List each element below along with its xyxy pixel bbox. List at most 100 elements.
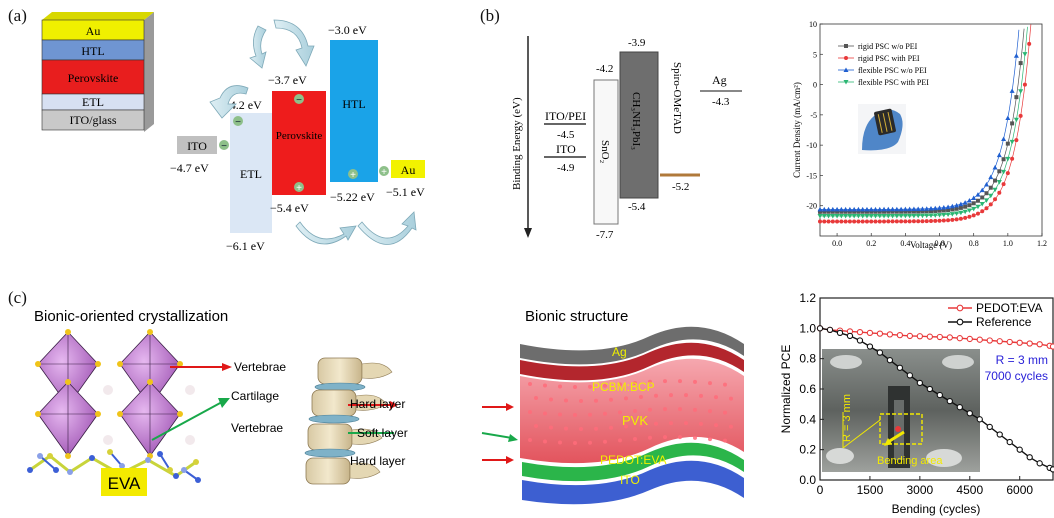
data-point bbox=[869, 209, 874, 214]
data-point bbox=[941, 205, 947, 210]
data-point bbox=[976, 416, 983, 423]
data-point bbox=[971, 201, 976, 206]
data-point bbox=[890, 206, 896, 212]
data-point bbox=[839, 209, 844, 214]
data-point bbox=[877, 213, 883, 219]
spine-label-vertebrae-top: Vertebrae bbox=[234, 360, 286, 374]
data-point bbox=[902, 213, 908, 219]
data-point bbox=[1009, 139, 1015, 145]
crystal-dot bbox=[693, 435, 697, 440]
atom bbox=[103, 435, 113, 445]
perovskite-label-b: CH₃NH₃PbI₃ bbox=[630, 92, 642, 150]
data-point bbox=[873, 206, 878, 212]
crystal-dot bbox=[579, 426, 583, 431]
x-tick-label: 0.8 bbox=[969, 239, 979, 248]
atom bbox=[107, 449, 113, 455]
crystal-dot bbox=[678, 435, 682, 440]
data-point bbox=[924, 206, 930, 211]
data-point bbox=[967, 214, 972, 219]
spiro-label: Spiro-OMeTAD bbox=[671, 62, 683, 134]
atom bbox=[65, 379, 71, 385]
legend-marker bbox=[956, 304, 964, 312]
data-point bbox=[838, 214, 844, 219]
data-point bbox=[954, 211, 960, 216]
crystal-dot bbox=[639, 394, 643, 399]
data-point bbox=[911, 206, 917, 212]
crystal-dot bbox=[708, 381, 712, 386]
data-point bbox=[830, 214, 836, 219]
atom bbox=[117, 411, 123, 417]
data-point bbox=[984, 181, 989, 187]
data-point bbox=[835, 209, 840, 214]
data-point bbox=[1018, 61, 1023, 66]
crystal-dot bbox=[708, 437, 712, 442]
x-tick-label: 1.2 bbox=[1037, 239, 1047, 248]
data-point bbox=[873, 209, 878, 214]
data-point bbox=[817, 206, 823, 212]
y-tick-label: -10 bbox=[806, 141, 817, 150]
data-point bbox=[928, 213, 934, 218]
data-point bbox=[882, 219, 887, 224]
crystal-dot bbox=[558, 412, 562, 417]
energy-diagram-b: Binding Energy (eV) ITO/PEI -4.5 ITO -4.… bbox=[511, 36, 742, 241]
stack-layer-perovskite bbox=[41, 59, 145, 95]
crystal-dot bbox=[603, 383, 607, 388]
data-point bbox=[954, 206, 959, 211]
ito-label: ITO bbox=[187, 139, 207, 153]
ito-box bbox=[177, 136, 217, 154]
data-point bbox=[1001, 182, 1006, 187]
data-point bbox=[894, 213, 900, 219]
crystal-dot bbox=[558, 384, 562, 389]
data-point bbox=[826, 219, 831, 224]
data-point bbox=[915, 206, 921, 211]
atom bbox=[119, 463, 125, 469]
panel-label-b: (b) bbox=[480, 6, 500, 25]
crystal-dot bbox=[558, 440, 562, 445]
crystal-dot bbox=[624, 424, 628, 429]
crystal-dot bbox=[564, 398, 568, 403]
data-point bbox=[843, 219, 848, 224]
data-point bbox=[1005, 115, 1011, 121]
data-point bbox=[988, 174, 994, 180]
data-point bbox=[903, 219, 908, 224]
x-tick-label: 0.0 bbox=[832, 239, 842, 248]
data-point bbox=[946, 218, 951, 223]
legend-marker bbox=[843, 67, 849, 72]
data-point bbox=[919, 213, 925, 219]
stack-label-ito: ITO bbox=[620, 473, 640, 487]
data-point bbox=[855, 214, 861, 219]
data-point bbox=[907, 213, 913, 219]
crystal-dot bbox=[708, 409, 712, 414]
data-point bbox=[1005, 141, 1010, 146]
atom bbox=[37, 453, 43, 459]
crystal-dot bbox=[528, 410, 532, 414]
data-point bbox=[826, 326, 834, 333]
data-point bbox=[886, 357, 894, 364]
y-tick-label: 0.8 bbox=[799, 352, 816, 366]
sno2-top-value: -4.2 bbox=[596, 63, 613, 75]
atom bbox=[177, 361, 183, 367]
data-point bbox=[830, 206, 836, 212]
crystal-dot bbox=[684, 393, 688, 398]
data-point bbox=[903, 209, 908, 214]
data-point bbox=[996, 431, 1003, 438]
jv-ylabel: Current Density (mA/cm²) bbox=[792, 82, 802, 178]
data-point bbox=[916, 333, 924, 340]
inset-bending-area-label: Bending area bbox=[877, 455, 943, 467]
data-point bbox=[886, 209, 891, 214]
atom bbox=[89, 455, 95, 461]
crystal-dot bbox=[603, 411, 607, 416]
data-point bbox=[937, 213, 943, 218]
data-point bbox=[1036, 460, 1043, 467]
crystal-dot bbox=[528, 438, 532, 442]
data-point bbox=[967, 203, 972, 208]
crystal-dot bbox=[648, 435, 652, 440]
crystal-dot bbox=[669, 421, 673, 426]
y-tick-label: 0.6 bbox=[799, 382, 816, 396]
atom bbox=[193, 459, 199, 465]
y-tick-label: 1.0 bbox=[799, 321, 816, 335]
x-tick-label: 1.0 bbox=[1003, 239, 1013, 248]
data-point bbox=[971, 206, 977, 212]
data-point bbox=[830, 219, 835, 224]
data-point bbox=[941, 208, 946, 213]
